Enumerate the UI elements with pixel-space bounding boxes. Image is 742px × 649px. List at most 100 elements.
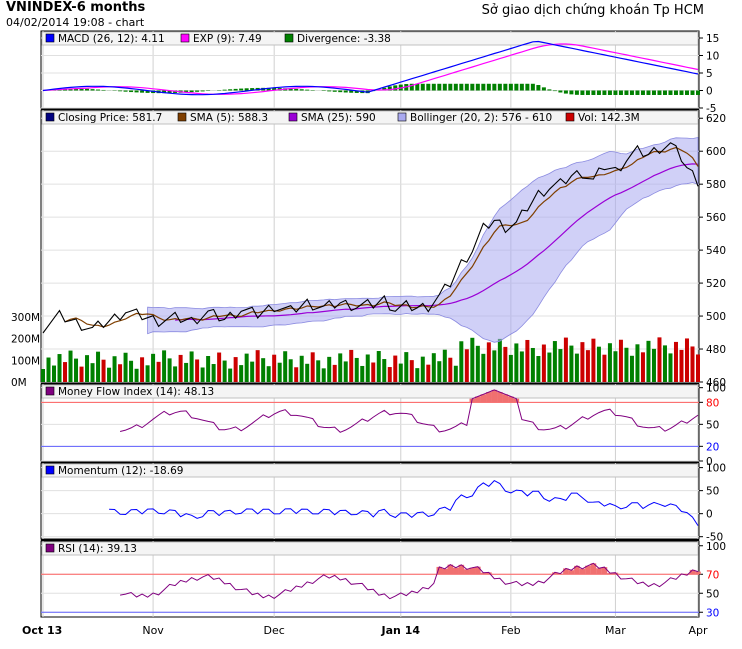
x-tick-label: Nov: [142, 624, 164, 637]
volume-bar: [244, 353, 249, 382]
volume-bar: [409, 360, 414, 382]
volume-bar: [63, 362, 68, 382]
volume-bar: [585, 350, 590, 382]
y-tick-label: 500: [706, 311, 726, 323]
volume-bar: [646, 340, 651, 382]
x-tick-label: Feb: [501, 624, 520, 637]
divergence-bar: [349, 90, 354, 93]
y-tick-label: 540: [706, 245, 726, 257]
divergence-bar: [651, 90, 656, 95]
divergence-bar: [690, 90, 695, 95]
divergence-bar: [85, 88, 90, 91]
divergence-bar: [420, 83, 425, 91]
volume-bar: [569, 345, 574, 382]
divergence-bar: [343, 90, 348, 93]
volume-bar: [508, 354, 513, 382]
divergence-bar: [393, 85, 398, 91]
volume-bar: [167, 358, 172, 382]
volume-bar: [200, 367, 205, 382]
y-tick-label: 460: [706, 377, 726, 389]
x-tick-label: Dec: [264, 624, 285, 637]
x-tick-label: Oct 13: [22, 624, 62, 637]
volume-bar: [492, 350, 497, 382]
volume-bar: [294, 367, 299, 382]
divergence-bar: [459, 83, 464, 91]
volume-bar: [129, 360, 134, 382]
legend-bar: [41, 110, 699, 125]
legend-bar: [41, 541, 699, 556]
divergence-bar: [184, 90, 189, 93]
volume-bar: [305, 363, 310, 382]
legend-bar: [41, 463, 699, 478]
x-tick-label: Apr: [688, 624, 708, 637]
divergence-bar: [569, 90, 574, 95]
y-tick-label: 50: [706, 419, 719, 431]
legend-label: Money Flow Index (14): 48.13: [58, 386, 214, 398]
mfi-overbought-fill: [480, 394, 487, 403]
divergence-bar: [96, 89, 101, 91]
volume-bar: [475, 345, 480, 382]
volume-bar: [46, 357, 51, 382]
x-tick-label: Mar: [605, 624, 626, 637]
volume-bar: [189, 351, 194, 382]
divergence-bar: [552, 90, 557, 92]
volume-bar: [360, 365, 365, 382]
exp-line: [42, 43, 699, 95]
divergence-bar: [492, 83, 497, 91]
volume-bar: [684, 338, 689, 382]
divergence-bar: [536, 85, 541, 91]
volume-bar: [536, 356, 541, 382]
divergence-bar: [90, 89, 95, 91]
volume-bar: [415, 368, 420, 382]
rsi-overbought-fill: [458, 564, 465, 575]
volume-bar: [431, 353, 436, 382]
volume-bar: [580, 342, 585, 382]
divergence-bar: [382, 87, 387, 91]
volume-bar: [338, 353, 343, 382]
x-tick-label: Jan 14: [381, 624, 421, 637]
divergence-bar: [415, 83, 420, 91]
y-tick-label: 0: [706, 86, 713, 98]
momentum-line: [109, 479, 699, 526]
volume-bar: [382, 359, 387, 382]
rsi-overbought-fill: [552, 572, 558, 575]
volume-tick-label: 100M: [11, 355, 40, 367]
volume-bar: [261, 358, 266, 382]
volume-bar: [486, 342, 491, 382]
y-tick-label: 50: [706, 588, 719, 600]
volume-bar: [68, 350, 73, 382]
volume-bar: [437, 361, 442, 382]
volume-bar: [591, 338, 596, 382]
bollinger-band: [147, 137, 699, 343]
divergence-bar: [475, 83, 480, 91]
divergence-bar: [563, 90, 568, 94]
legend-swatch: [45, 33, 55, 43]
volume-bar: [123, 352, 128, 382]
volume-bar: [52, 365, 57, 382]
volume-bar: [448, 357, 453, 382]
divergence-bar: [338, 90, 343, 93]
volume-bar: [316, 360, 321, 382]
divergence-bar: [525, 83, 530, 91]
volume-bar: [288, 359, 293, 382]
volume-bar: [651, 348, 656, 382]
volume-bar: [371, 362, 376, 382]
divergence-bar: [305, 89, 310, 91]
divergence-bar: [200, 90, 205, 92]
volume-bar: [613, 351, 618, 382]
volume-bar: [211, 364, 216, 382]
volume-bar: [283, 351, 288, 382]
y-tick-label: 560: [706, 212, 726, 224]
y-tick-label: 10: [706, 51, 719, 63]
legend-swatch: [565, 112, 575, 122]
divergence-bar: [118, 90, 123, 92]
volume-bar: [310, 352, 315, 382]
volume-bar: [640, 352, 645, 382]
volume-bar: [696, 354, 700, 382]
volume-bar: [96, 351, 101, 382]
volume-bar: [668, 353, 673, 382]
divergence-bar: [464, 83, 469, 91]
divergence-bar: [354, 90, 359, 93]
divergence-bar: [684, 90, 689, 95]
volume-bar: [464, 349, 469, 382]
